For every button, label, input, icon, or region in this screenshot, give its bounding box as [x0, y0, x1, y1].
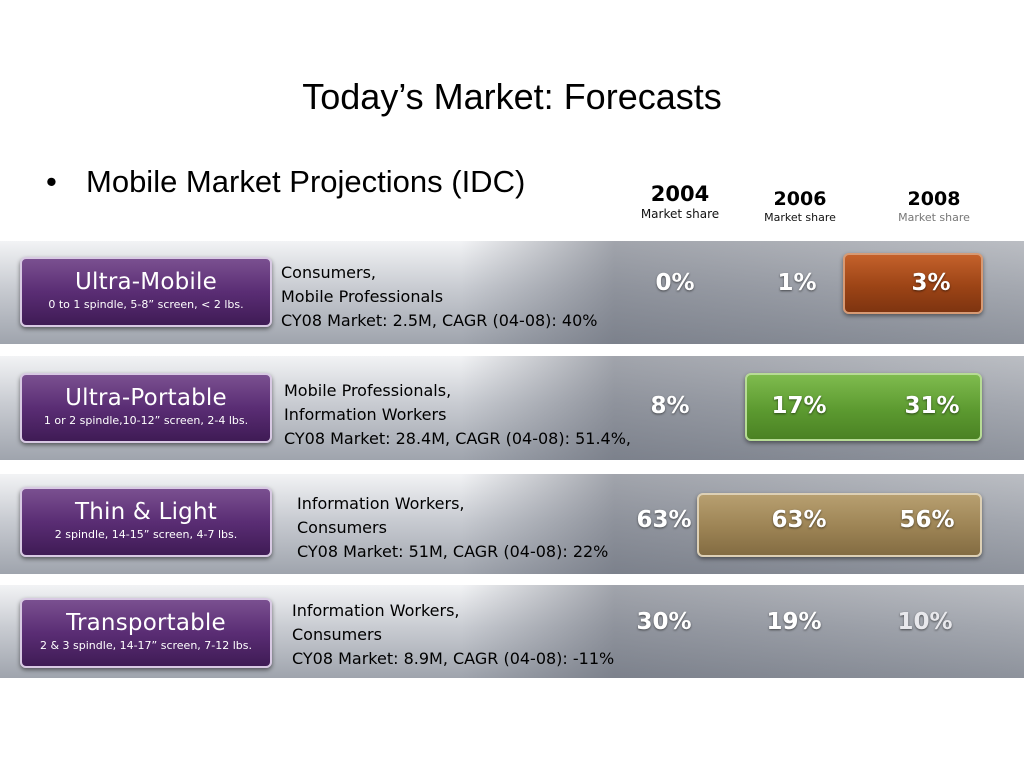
segment-label-thin-and-light: Thin & Light 2 spindle, 14-15” screen, 4… — [20, 487, 272, 557]
description-line: Information Workers — [284, 405, 447, 424]
share-2006: 63% — [771, 507, 827, 533]
segment-name: Thin & Light — [75, 499, 217, 525]
column-year: 2004 — [650, 182, 710, 206]
column-year: 2006 — [773, 188, 827, 210]
segment-description: Consumers, Mobile Professionals CY08 Mar… — [281, 261, 597, 333]
description-line: Information Workers, — [297, 494, 465, 513]
description-line: Consumers, — [281, 263, 377, 282]
segment-spec: 2 spindle, 14-15” screen, 4-7 lbs. — [54, 528, 238, 541]
description-line: Consumers — [297, 518, 387, 537]
share-2006: 17% — [771, 393, 827, 419]
highlight-box — [745, 373, 982, 441]
segment-name: Transportable — [66, 610, 226, 636]
description-line: Mobile Professionals — [281, 287, 444, 306]
bullet-text: Mobile Market Projections (IDC) — [86, 164, 526, 199]
description-line: Information Workers, — [292, 601, 460, 620]
description-line: CY08 Market: 2.5M, CAGR (04-08): 40% — [281, 311, 598, 330]
share-2004: 63% — [636, 507, 692, 533]
description-line: Consumers — [292, 625, 382, 644]
segment-name: Ultra-Portable — [65, 385, 227, 411]
segment-label-ultra-portable: Ultra-Portable 1 or 2 spindle,10-12” scr… — [20, 373, 272, 443]
segment-description: Mobile Professionals, Information Worker… — [284, 379, 631, 451]
share-2006: 19% — [766, 609, 822, 635]
highlight-box — [697, 493, 982, 557]
description-line: CY08 Market: 51M, CAGR (04-08): 22% — [297, 542, 609, 561]
share-2004: 8% — [650, 393, 690, 419]
segment-description: Information Workers, Consumers CY08 Mark… — [297, 492, 608, 564]
highlight-box — [843, 253, 983, 314]
bullet-point: • Mobile Market Projections (IDC) — [46, 164, 525, 200]
column-year: 2008 — [907, 188, 961, 210]
share-2004: 30% — [636, 609, 692, 635]
column-header-2004: 2004 Market share — [630, 182, 730, 221]
description-line: Mobile Professionals, — [284, 381, 452, 400]
share-2008: 10% — [897, 609, 953, 635]
column-label: Market share — [898, 211, 970, 224]
share-2006: 1% — [777, 270, 817, 296]
segment-spec: 0 to 1 spindle, 5-8” screen, < 2 lbs. — [48, 298, 244, 311]
segment-label-ultra-mobile: Ultra-Mobile 0 to 1 spindle, 5-8” screen… — [20, 257, 272, 327]
slide-title: Today’s Market: Forecasts — [302, 76, 722, 117]
column-header-2006: 2006 Market share — [750, 188, 850, 224]
column-header-2008: 2008 Market share — [884, 188, 984, 224]
share-2008: 56% — [899, 507, 955, 533]
column-label: Market share — [640, 207, 720, 221]
segment-description: Information Workers, Consumers CY08 Mark… — [292, 599, 614, 671]
share-2008: 3% — [911, 270, 951, 296]
description-line: CY08 Market: 28.4M, CAGR (04-08): 51.4%, — [284, 429, 631, 448]
share-2004: 0% — [655, 270, 695, 296]
description-line: CY08 Market: 8.9M, CAGR (04-08): -11% — [292, 649, 615, 668]
share-2008: 31% — [904, 393, 960, 419]
segment-label-transportable: Transportable 2 & 3 spindle, 14-17” scre… — [20, 598, 272, 668]
segment-spec: 2 & 3 spindle, 14-17” screen, 7-12 lbs. — [39, 639, 253, 652]
bullet-marker: • — [46, 164, 57, 199]
column-label: Market share — [764, 211, 836, 224]
segment-name: Ultra-Mobile — [75, 269, 217, 295]
segment-spec: 1 or 2 spindle,10-12” screen, 2-4 lbs. — [43, 414, 249, 427]
